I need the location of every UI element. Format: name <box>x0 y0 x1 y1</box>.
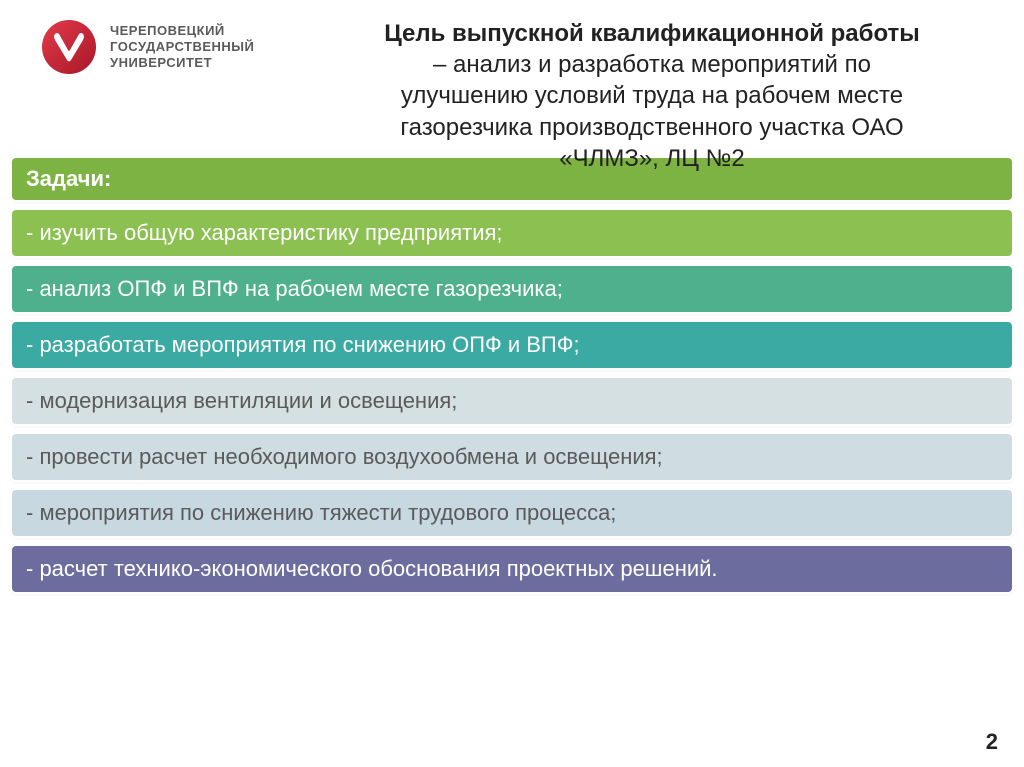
task-row: - провести расчет необходимого воздухооб… <box>10 432 1014 482</box>
task-row-label: - расчет технико-экономического обоснова… <box>26 556 718 581</box>
university-name-line3: УНИВЕРСИТЕТ <box>110 55 254 71</box>
task-row-label: - анализ ОПФ и ВПФ на рабочем месте газо… <box>26 276 563 301</box>
task-row: - анализ ОПФ и ВПФ на рабочем месте газо… <box>10 264 1014 314</box>
task-row-label: - изучить общую характеристику предприят… <box>26 220 503 245</box>
task-row: - модернизация вентиляции и освещения; <box>10 376 1014 426</box>
task-row: - разработать мероприятия по снижению ОП… <box>10 320 1014 370</box>
university-logo-icon <box>40 18 98 76</box>
title-line4: «ЧЛМЗ», ЛЦ №2 <box>559 145 745 172</box>
university-logo-block: ЧЕРЕПОВЕЦКИЙ ГОСУДАРСТВЕННЫЙ УНИВЕРСИТЕТ <box>40 18 300 76</box>
title-line1: – анализ и разработка мероприятий по <box>433 51 871 78</box>
task-row: - мероприятия по снижению тяжести трудов… <box>10 488 1014 538</box>
title-line2: улучшению условий труда на рабочем месте <box>401 82 903 109</box>
task-row-label: - модернизация вентиляции и освещения; <box>26 388 457 413</box>
tasks-header-label: Задачи: <box>26 166 111 191</box>
title-line3: газорезчика производственного участка ОА… <box>400 114 903 141</box>
page-number: 2 <box>986 729 998 755</box>
slide-header: ЧЕРЕПОВЕЦКИЙ ГОСУДАРСТВЕННЫЙ УНИВЕРСИТЕТ… <box>0 0 1024 174</box>
task-row-label: - разработать мероприятия по снижению ОП… <box>26 332 580 357</box>
task-row: - изучить общую характеристику предприят… <box>10 208 1014 258</box>
task-row-label: - провести расчет необходимого воздухооб… <box>26 444 663 469</box>
title-bold: Цель выпускной квалификационной работы <box>384 20 920 47</box>
slide-title: Цель выпускной квалификационной работы –… <box>300 18 1004 174</box>
university-name: ЧЕРЕПОВЕЦКИЙ ГОСУДАРСТВЕННЫЙ УНИВЕРСИТЕТ <box>110 23 254 72</box>
university-name-line2: ГОСУДАРСТВЕННЫЙ <box>110 39 254 55</box>
university-name-line1: ЧЕРЕПОВЕЦКИЙ <box>110 23 254 39</box>
tasks-list: Задачи: - изучить общую характеристику п… <box>0 156 1024 594</box>
task-row-label: - мероприятия по снижению тяжести трудов… <box>26 500 616 525</box>
task-row: - расчет технико-экономического обоснова… <box>10 544 1014 594</box>
